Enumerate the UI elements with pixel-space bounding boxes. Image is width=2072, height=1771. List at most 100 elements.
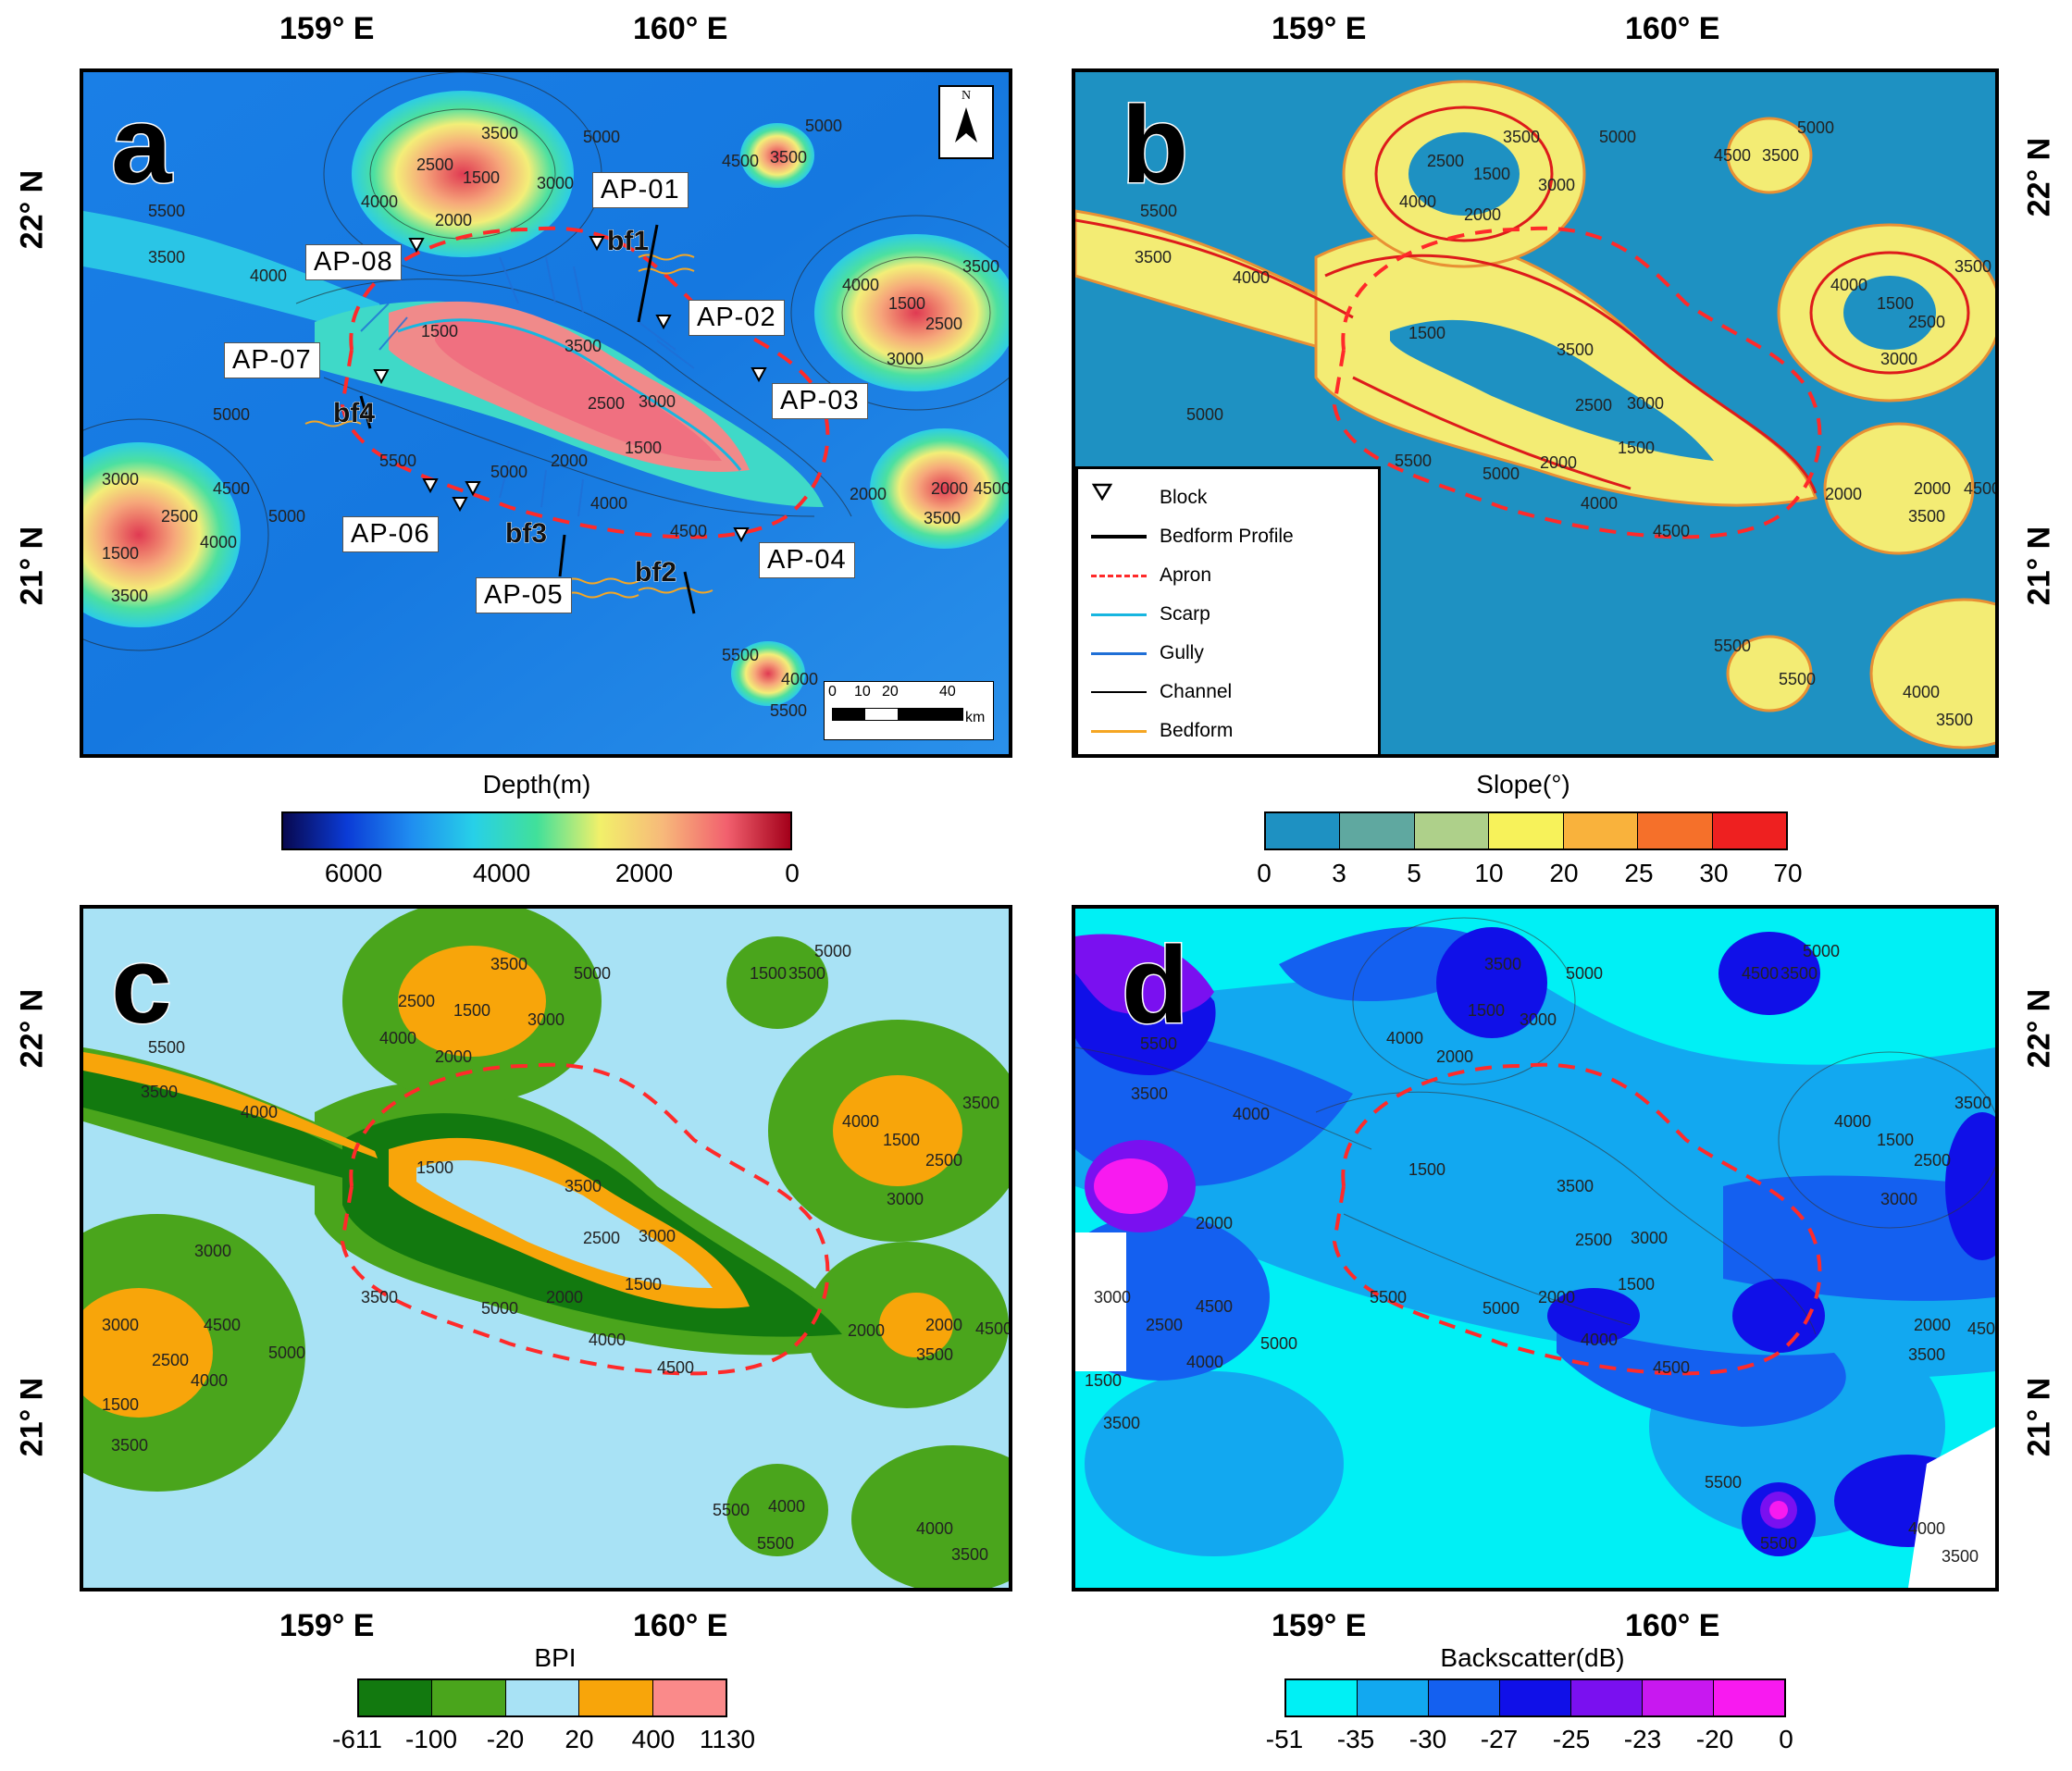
colorbar-tick: 30 bbox=[1699, 859, 1729, 887]
colorbar-tick: -35 bbox=[1336, 1725, 1375, 1753]
contour-label: 3000 bbox=[639, 1227, 676, 1245]
contour-label: 3500 bbox=[1908, 507, 1946, 526]
colorbar-tick: -30 bbox=[1408, 1725, 1447, 1753]
colorbar-tick: -27 bbox=[1480, 1725, 1519, 1753]
contour-label: 4000 bbox=[1581, 494, 1619, 513]
scale-tick-20: 20 bbox=[882, 684, 899, 700]
colorbar-tick: 4000 bbox=[472, 859, 531, 887]
contour-label: 1500 bbox=[1618, 1275, 1656, 1294]
contour-label: 3500 bbox=[1557, 341, 1594, 359]
colorbar-tick: -23 bbox=[1623, 1725, 1662, 1753]
backscatter-svg bbox=[1075, 909, 1995, 1588]
legend-label: Bedform bbox=[1160, 720, 1234, 741]
contour-label: 2500 bbox=[588, 394, 626, 413]
contour-label: 5000 bbox=[574, 964, 612, 983]
contour-label: 2500 bbox=[1575, 396, 1613, 415]
legend-label: Apron bbox=[1160, 564, 1212, 586]
contour-label: 3500 bbox=[962, 1094, 1000, 1112]
contour-label: 5500 bbox=[722, 646, 760, 664]
contour-label: 4500 bbox=[670, 522, 708, 540]
colorbar-segment bbox=[1429, 1680, 1500, 1715]
contour-label: 4000 bbox=[241, 1103, 279, 1121]
lat-label-22-right-d: 22° N bbox=[2021, 988, 2057, 1069]
colorbar-tick: 20 bbox=[565, 1725, 594, 1753]
colorbar-tick: 6000 bbox=[324, 859, 383, 887]
contour-label: 3500 bbox=[1503, 128, 1541, 146]
contour-label: 5000 bbox=[213, 405, 251, 424]
panel-c-bpi-map: c 5500 3500 4000 4000 2500 1500 3500 200… bbox=[80, 905, 1012, 1591]
contour-label: 1500 bbox=[1877, 1131, 1915, 1149]
colorbar-segment bbox=[579, 1680, 653, 1715]
contour-label: 1500 bbox=[421, 322, 459, 341]
contour-label: 2000 bbox=[1825, 485, 1863, 503]
contour-label: 3000 bbox=[1094, 1288, 1132, 1307]
contour-label: 2000 bbox=[546, 1288, 584, 1307]
lat-label-21-right-d: 21° N bbox=[2021, 1377, 2057, 1457]
contour-label: 3000 bbox=[1880, 1190, 1918, 1208]
colorbar-tick: 0 bbox=[785, 859, 800, 887]
contour-label: 2500 bbox=[1575, 1231, 1613, 1249]
contour-label: 2000 bbox=[435, 1047, 473, 1066]
contour-label: 4500 bbox=[204, 1316, 242, 1334]
contour-label: 2500 bbox=[416, 155, 454, 174]
lon-label-160-bottom-c: 160° E bbox=[633, 1608, 728, 1643]
contour-label: 3500 bbox=[361, 1288, 399, 1307]
contour-label: 5500 bbox=[148, 1038, 186, 1057]
contour-label: 3500 bbox=[565, 1177, 602, 1195]
contour-label: 1500 bbox=[888, 294, 926, 313]
legend-item-apron: Apron bbox=[1091, 560, 1211, 591]
contour-label: 3000 bbox=[102, 470, 140, 489]
bedform-label-bf2: bf2 bbox=[635, 557, 677, 588]
lon-label-160-bottom-d: 160° E bbox=[1625, 1608, 1720, 1643]
legend-label: Scarp bbox=[1160, 603, 1210, 625]
contour-label: 4500 bbox=[1964, 479, 1999, 498]
colorbar-segment bbox=[1643, 1680, 1714, 1715]
contour-label: 3500 bbox=[1936, 711, 1974, 729]
contour-label: 1500 bbox=[463, 168, 501, 187]
contour-label: 5500 bbox=[379, 452, 417, 470]
panel-d-label: d bbox=[1120, 924, 1189, 1046]
contour-label: 2500 bbox=[925, 315, 963, 333]
colorbar-segment bbox=[1340, 813, 1415, 848]
contour-label: 3500 bbox=[770, 148, 808, 167]
panel-b-label: b bbox=[1120, 84, 1189, 206]
contour-label: 1500 bbox=[625, 1275, 663, 1294]
contour-label: 3000 bbox=[1631, 1229, 1669, 1247]
colorbar-tick: 25 bbox=[1624, 859, 1654, 887]
contour-label: 4000 bbox=[1186, 1353, 1224, 1371]
contour-label: 2500 bbox=[1914, 1151, 1952, 1170]
contour-label: 3000 bbox=[1538, 176, 1576, 194]
contour-label: 5000 bbox=[1483, 464, 1520, 483]
contour-label: 1500 bbox=[1877, 294, 1915, 313]
contour-label: 4500 bbox=[1742, 964, 1780, 983]
contour-label: 3000 bbox=[527, 1010, 565, 1029]
line-icon bbox=[1091, 729, 1147, 733]
thin-line-icon bbox=[1091, 691, 1147, 693]
colorbar-tick: 10 bbox=[1474, 859, 1504, 887]
dashed-line-icon bbox=[1091, 574, 1147, 577]
contour-label: 3500 bbox=[148, 248, 186, 266]
contour-label: 3500 bbox=[1131, 1084, 1169, 1103]
contour-label: 2000 bbox=[1538, 1288, 1576, 1307]
colorbar-tick: 3 bbox=[1332, 859, 1346, 887]
scale-tick-0: 0 bbox=[828, 684, 837, 700]
contour-label: 2000 bbox=[435, 211, 473, 229]
contour-label: 4500 bbox=[1714, 146, 1752, 165]
contour-label: 4000 bbox=[1233, 268, 1271, 287]
colorbar-tick: 0 bbox=[1257, 859, 1272, 887]
contour-label: 3500 bbox=[111, 1436, 149, 1455]
contour-label: 4500 bbox=[657, 1358, 695, 1377]
legend-label: Gully bbox=[1160, 642, 1204, 663]
colorbar-segment bbox=[505, 1680, 580, 1715]
scale-tick-10: 10 bbox=[854, 684, 871, 700]
contour-label: 3500 bbox=[111, 587, 149, 605]
contour-label: 3000 bbox=[639, 392, 676, 411]
colorbar-segment bbox=[359, 1680, 433, 1715]
colorbar-depth bbox=[281, 811, 792, 850]
panel-a-bathymetry-map: a N AP-01 AP-02 AP-03 AP-04 AP-05 AP-06 … bbox=[80, 68, 1012, 758]
legend-item-bedform: Bedform bbox=[1091, 715, 1233, 747]
contour-label: 4000 bbox=[842, 1112, 880, 1131]
colorbar-segment bbox=[652, 1680, 726, 1715]
contour-label: 5000 bbox=[814, 942, 852, 960]
contour-label: 1500 bbox=[416, 1158, 454, 1177]
